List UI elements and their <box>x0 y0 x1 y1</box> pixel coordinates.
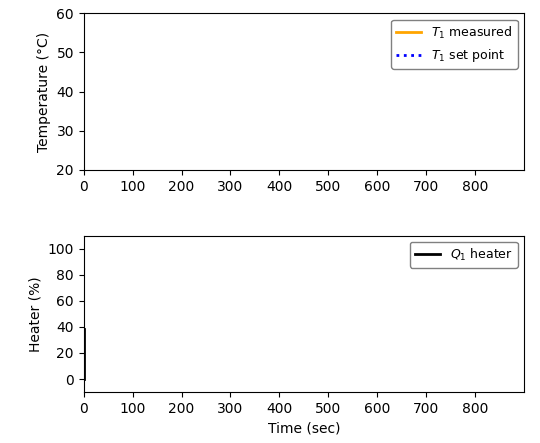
Legend: $Q_1$ heater: $Q_1$ heater <box>410 242 517 268</box>
Y-axis label: Temperature (°C): Temperature (°C) <box>37 31 51 152</box>
X-axis label: Time (sec): Time (sec) <box>267 421 340 435</box>
Y-axis label: Heater (%): Heater (%) <box>28 276 42 352</box>
Legend: $T_1$ measured, $T_1$ set point: $T_1$ measured, $T_1$ set point <box>392 19 517 69</box>
